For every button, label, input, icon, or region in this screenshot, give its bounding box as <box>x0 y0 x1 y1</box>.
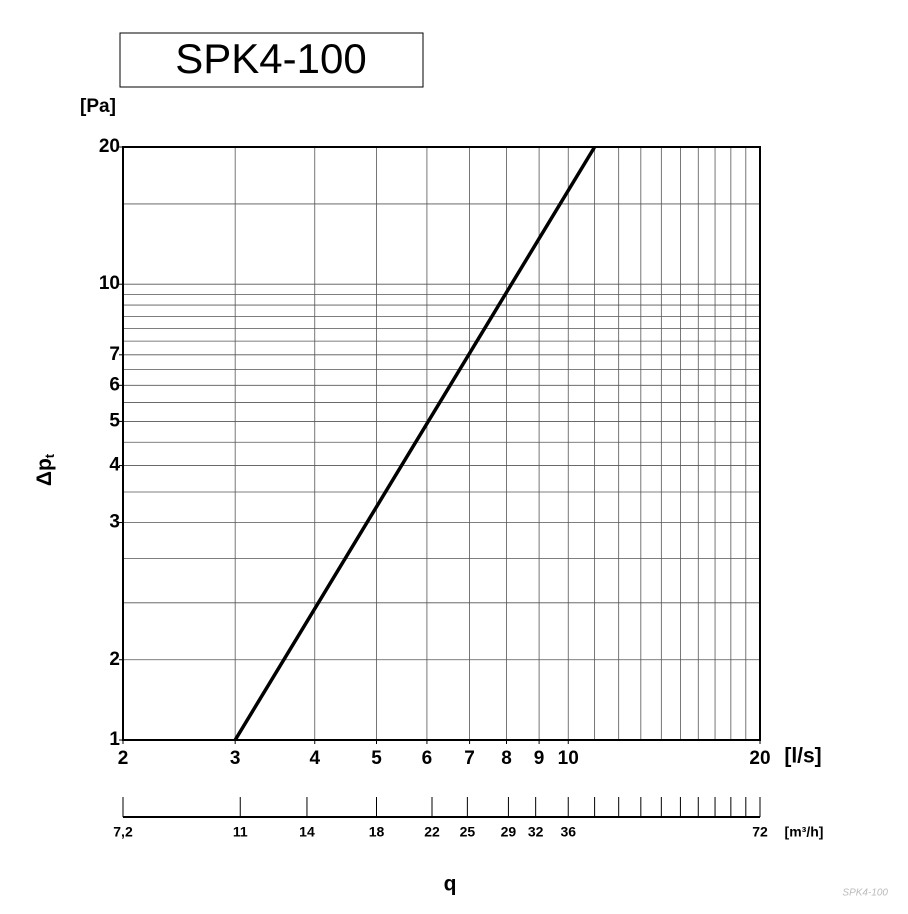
x2-tick-label: 29 <box>501 824 517 840</box>
x-tick-label: 6 <box>422 748 433 769</box>
x2-tick-label: 14 <box>299 824 315 840</box>
y-tick-label: 6 <box>109 374 120 395</box>
y-label: Δpt <box>33 453 58 486</box>
x-tick-label: 5 <box>371 748 382 769</box>
x2-tick-label: 7,2 <box>113 824 133 840</box>
x2-tick-label: 25 <box>460 824 476 840</box>
y-tick-label: 7 <box>109 344 120 365</box>
x-tick-label: 10 <box>558 748 579 769</box>
x2-tick-label: 11 <box>233 824 248 840</box>
x-tick-label: 8 <box>501 748 512 769</box>
y-tick-label: 1 <box>109 729 120 750</box>
x2-tick-label: 72 <box>752 824 768 840</box>
x2-tick-label: 18 <box>369 824 385 840</box>
y-tick-label: 5 <box>109 410 120 431</box>
title-box <box>119 32 424 88</box>
x-tick-label: 4 <box>309 748 320 769</box>
y-label-group: Δpt <box>33 453 58 486</box>
x-tick-label: 9 <box>534 748 545 769</box>
y-label-main: Δp <box>33 458 56 486</box>
x2-unit: [m³/h] <box>785 824 824 840</box>
footer: SPK4-100 <box>842 888 888 899</box>
data-line <box>233 146 597 741</box>
x-tick-label: 20 <box>749 748 770 769</box>
x2-tick-label: 32 <box>528 824 544 840</box>
y-tick-label: 10 <box>99 273 120 294</box>
x-unit: [l/s] <box>784 745 821 768</box>
plot-frame <box>122 146 761 741</box>
y-label-sub: t <box>42 453 57 458</box>
chart-title: SPK4-100 <box>175 35 366 82</box>
y-tick-label: 4 <box>109 455 120 476</box>
x-tick-label: 2 <box>118 748 129 769</box>
x-label: q <box>444 873 457 896</box>
y-unit: [Pa] <box>80 96 116 117</box>
y-tick-label: 20 <box>99 136 120 157</box>
x-tick-label: 3 <box>230 748 241 769</box>
x2-tick-label: 22 <box>424 824 440 840</box>
y-tick-label: 3 <box>109 512 120 533</box>
y-tick-label: 2 <box>109 649 120 670</box>
x2-tick-label: 36 <box>560 824 576 840</box>
x-tick-label: 7 <box>464 748 475 769</box>
